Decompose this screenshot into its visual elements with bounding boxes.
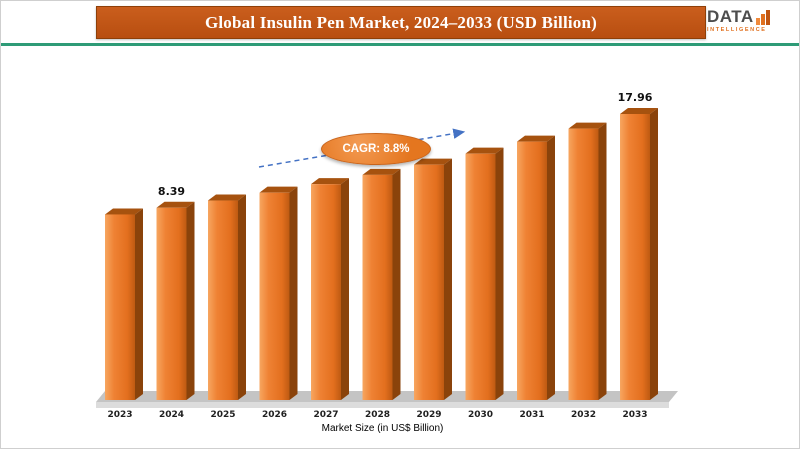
cagr-badge: CAGR: 8.8% bbox=[321, 133, 431, 165]
bar-2027 bbox=[311, 178, 349, 400]
bars bbox=[105, 107, 658, 401]
x-tick-2024: 2024 bbox=[159, 410, 184, 420]
datam-logo: DATA INTELLIGENCE bbox=[707, 8, 787, 33]
logo-subtitle: INTELLIGENCE bbox=[707, 27, 767, 33]
x-tick-2032: 2032 bbox=[571, 410, 596, 420]
chart-floor-front bbox=[96, 402, 669, 408]
title-banner: Global Insulin Pen Market, 2024–2033 (US… bbox=[96, 6, 706, 39]
bar-2028 bbox=[362, 168, 401, 400]
x-tick-2033: 2033 bbox=[622, 410, 647, 420]
bar-2030 bbox=[465, 147, 504, 400]
x-tick-2031: 2031 bbox=[519, 410, 544, 420]
bar-2031 bbox=[517, 135, 555, 401]
x-tick-2028: 2028 bbox=[365, 410, 390, 420]
data-labels: 8.39 17.96 bbox=[158, 91, 653, 198]
x-tick-2030: 2030 bbox=[468, 410, 493, 420]
x-tick-2027: 2027 bbox=[313, 410, 338, 420]
x-axis-title: Market Size (in US$ Billion) bbox=[321, 423, 444, 434]
data-label-2033: 17.96 bbox=[618, 91, 653, 104]
data-label-2024: 8.39 bbox=[158, 185, 185, 198]
bar-2024 bbox=[156, 201, 195, 400]
page-title: Global Insulin Pen Market, 2024–2033 (US… bbox=[204, 12, 598, 32]
x-tick-2026: 2026 bbox=[262, 410, 287, 420]
x-tick-2023: 2023 bbox=[107, 410, 132, 420]
x-tick-2029: 2029 bbox=[416, 410, 441, 420]
bar-2033 bbox=[620, 107, 658, 400]
x-axis-ticks: 2023 2024 2025 2026 2027 2028 2029 2030 2031 2032… bbox=[107, 410, 647, 420]
bar-2025 bbox=[208, 194, 246, 400]
logo-barchart-icon bbox=[755, 10, 770, 25]
header-divider bbox=[1, 43, 799, 46]
bar-2026 bbox=[259, 186, 298, 400]
logo-wordmark: DATA bbox=[707, 7, 754, 26]
bar-2029 bbox=[414, 158, 452, 400]
x-tick-2025: 2025 bbox=[210, 410, 235, 420]
bar-2032 bbox=[568, 122, 607, 401]
bar-2023 bbox=[105, 208, 143, 400]
